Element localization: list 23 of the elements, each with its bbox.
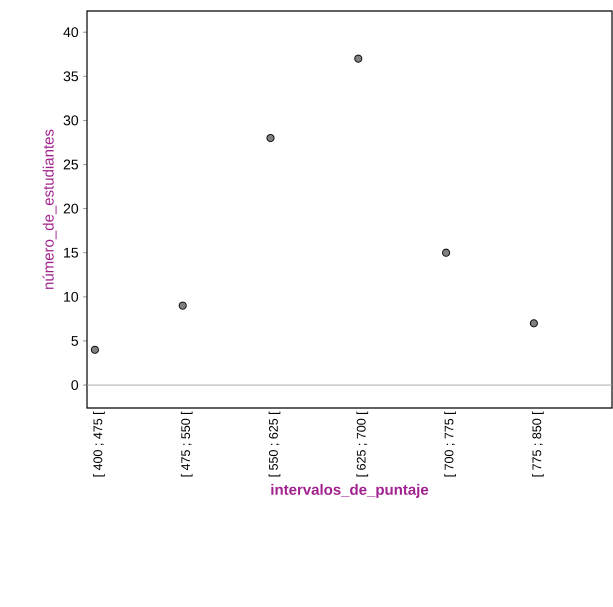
y-tick-label: 10: [64, 292, 78, 302]
y-tick-label: 35: [64, 71, 78, 82]
y-tick-label: 0: [71, 380, 78, 390]
x-tick-label: [ 400 ; 475 [: [93, 411, 105, 476]
x-tick-label: [ 625 ; 700 [: [356, 411, 368, 476]
x-tick-label: [ 775 ; 850 [: [532, 411, 544, 476]
x-tick-label: [ 550 ; 625 [: [268, 411, 280, 476]
y-tick-label: 30: [64, 115, 78, 126]
point: [354, 54, 362, 63]
y-axis-title: número_de_estudiantes: [42, 130, 57, 289]
y-tick-label: 25: [64, 160, 78, 170]
point: [178, 302, 187, 310]
y-tick-label: 40: [63, 27, 78, 38]
point: [530, 319, 538, 328]
x-tick-label: [ 700 ; 775 [: [444, 411, 456, 476]
point: [442, 248, 450, 257]
y-tick-label: 5: [71, 336, 78, 346]
point: [90, 346, 99, 354]
y-tick-label: 20: [64, 204, 78, 214]
y-tick-label: 15: [64, 248, 78, 258]
point: [266, 134, 275, 142]
x-tick-label: [ 475 ; 550 [: [180, 411, 193, 476]
x-axis-title: intervalos_de_puntaje: [271, 484, 428, 498]
